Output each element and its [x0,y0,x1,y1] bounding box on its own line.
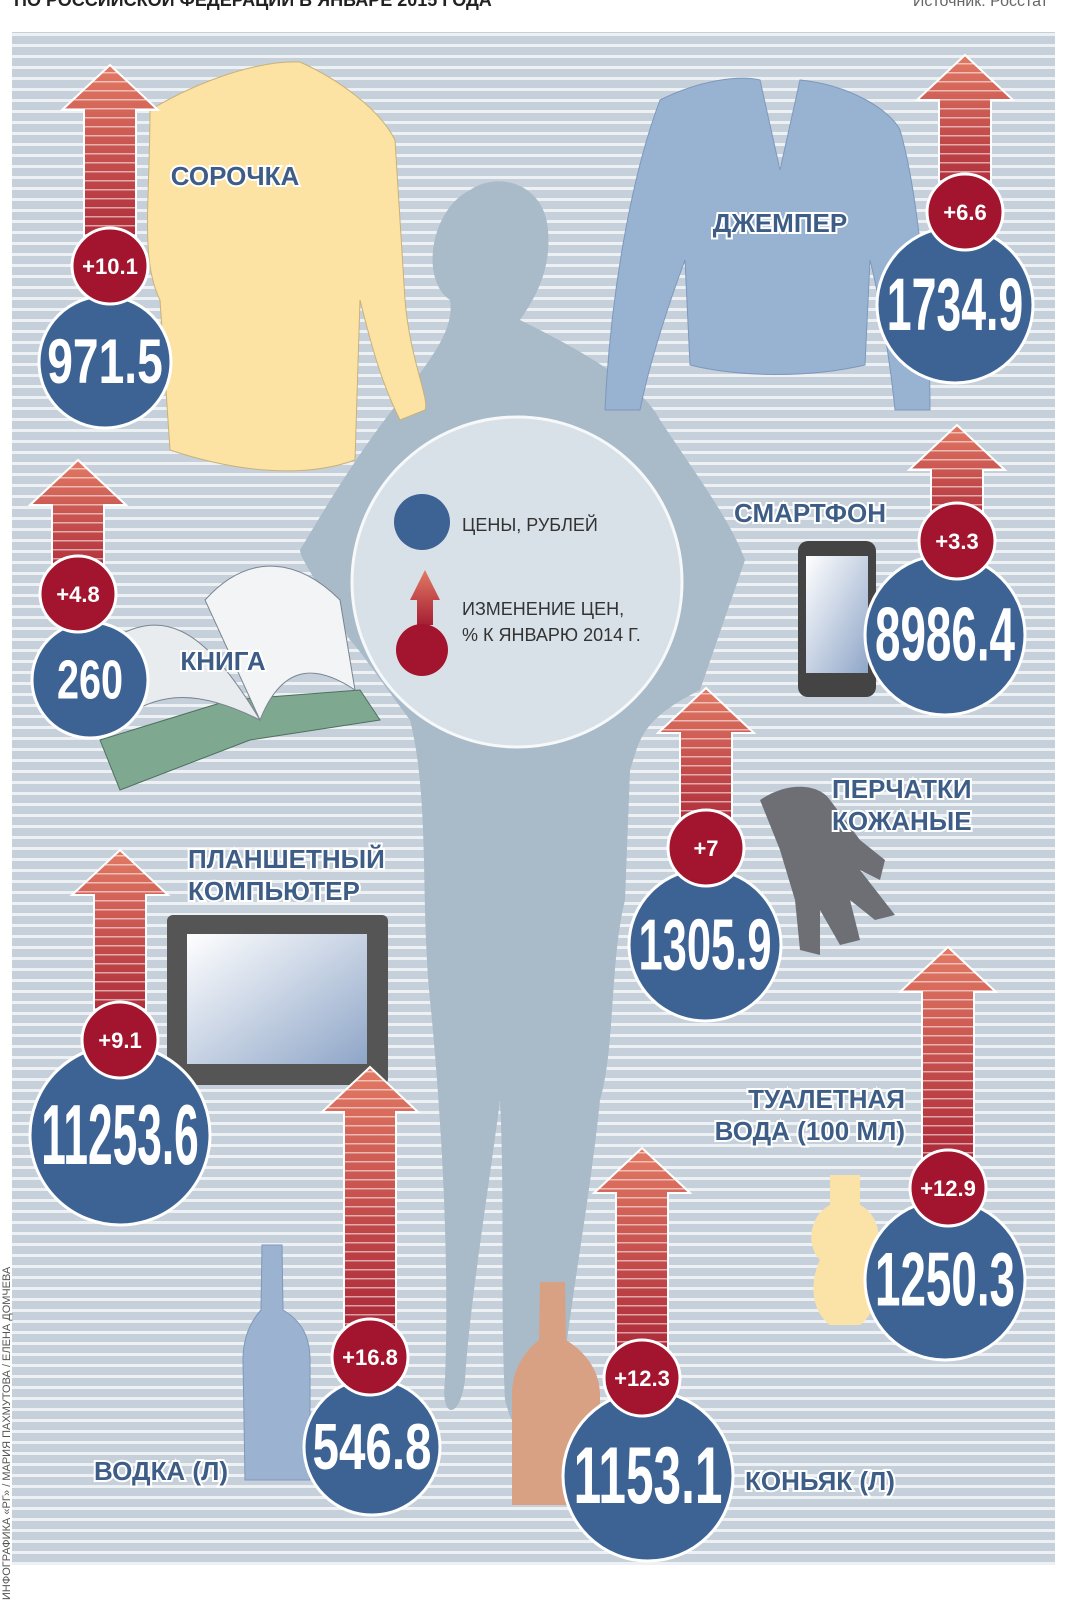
item-label: КОМПЬЮТЕР [188,876,360,906]
price: 260 [57,649,123,711]
legend-price-swatch [394,494,450,550]
item-label: СМАРТФОН [734,498,886,528]
tablet [167,915,388,1085]
item-label: КНИГА [180,646,265,676]
item-label: ПЕРЧАТКИ [832,774,972,804]
legend-price: ЦЕНЫ, РУБЛЕЙ [462,514,598,535]
credit: ИНФОГРАФИКА «РГ» / МАРИЯ ПАХМУТОВА / ЕЛЕ… [1,1266,13,1600]
price: 971.5 [47,327,163,397]
price: 11253.6 [41,1088,199,1183]
smartphone [798,541,876,697]
price: 1734.9 [887,263,1024,346]
item-label: ВОДА (100 МЛ) [715,1116,905,1146]
legend-change-2: % К ЯНВАРЮ 2014 Г. [462,625,641,645]
legend-change-1: ИЗМЕНЕНИЕ ЦЕН, [462,599,624,619]
item-label: ТУАЛЕТНАЯ [748,1084,905,1114]
change: +16.8 [342,1345,398,1370]
price: 8986.4 [875,593,1015,678]
change: +4.8 [56,582,99,607]
legend-change-swatch [396,624,448,676]
change: +9.1 [98,1028,141,1053]
source: Источник: Росстат [913,0,1049,10]
price: 1250.3 [875,1238,1015,1323]
change: +12.9 [920,1176,976,1201]
price: 546.8 [313,1411,432,1483]
infographic: ПО РОССИЙСКОЙ ФЕДЕРАЦИИ В ЯНВАРЕ 2015 ГО… [0,0,1081,1605]
item-label: ДЖЕМПЕР [713,208,847,238]
item-label: КОНЬЯК (Л) [745,1466,895,1496]
price: 1153.1 [574,1431,723,1521]
item-label: КОЖАНЫЕ [832,806,972,836]
price: 1305.9 [639,905,772,985]
item-label: ПЛАНШЕТНЫЙ [188,844,385,874]
change: +7 [693,836,718,861]
legend-panel [352,417,682,747]
change: +12.3 [614,1366,670,1391]
item-label: СОРОЧКА [171,161,300,191]
change: +6.6 [943,200,986,225]
change: +3.3 [935,529,978,554]
title: ПО РОССИЙСКОЙ ФЕДЕРАЦИИ В ЯНВАРЕ 2015 ГО… [14,0,492,10]
change: +10.1 [82,254,138,279]
item-label: ВОДКА (Л) [94,1456,228,1486]
